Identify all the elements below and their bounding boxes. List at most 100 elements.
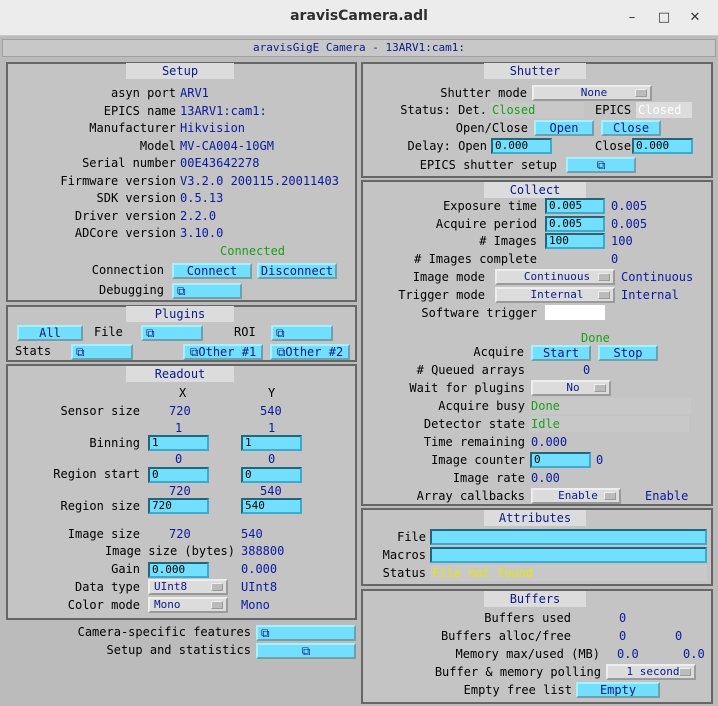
detector-state-label: Detector state	[423, 417, 525, 431]
other1-plugin-button[interactable]: ⧉Other #1	[183, 344, 263, 360]
num-images-label: # Images	[479, 234, 537, 248]
minimize-button[interactable]: –	[628, 10, 636, 25]
attributes-macros-input[interactable]	[430, 547, 707, 563]
shutter-close-button[interactable]: Close	[601, 120, 661, 136]
setup-title: Setup	[126, 63, 234, 79]
other2-plugin-button[interactable]: ⧉Other #2	[270, 344, 350, 360]
software-trigger-button[interactable]	[545, 305, 605, 320]
region-start-y-input[interactable]: 0	[241, 467, 302, 483]
empty-free-list-button[interactable]: Empty	[576, 682, 660, 698]
acquire-stop-button[interactable]: Stop	[598, 345, 658, 361]
images-complete-label: # Images complete	[414, 252, 537, 266]
shutter-mode-select[interactable]: None	[532, 85, 652, 101]
color-mode-selected: Mono	[154, 598, 181, 611]
connect-button[interactable]: Connect	[172, 263, 252, 279]
file-plugin-label: File	[94, 325, 123, 339]
array-callbacks-select[interactable]: Enable	[531, 488, 621, 504]
setup-value: 0.5.13	[180, 191, 224, 205]
region-start-x-input[interactable]: 0	[148, 467, 209, 483]
data-type-label: Data type	[74, 580, 140, 594]
stats-plugin-label: Stats	[15, 344, 52, 358]
stats-plugin-button[interactable]: ⧉	[71, 344, 133, 360]
shutter-det-status: Closed	[490, 102, 584, 118]
dropdown-arrow-icon	[604, 492, 616, 500]
shutter-mode-label: Shutter mode	[440, 86, 527, 100]
wait-plugins-label: Wait for plugins	[409, 381, 525, 395]
image-size-label: Image size	[67, 527, 140, 541]
acquire-status: Done	[581, 331, 610, 345]
attributes-file-input[interactable]	[430, 529, 707, 545]
gain-label: Gain	[111, 562, 140, 576]
close-window-button[interactable]: ✕	[689, 10, 701, 25]
delay-open-label: Delay: Open	[407, 139, 487, 153]
images-complete-readback: 0	[611, 252, 619, 266]
setup-label: ADCore version	[74, 226, 176, 240]
sensor-size-y: 540	[260, 404, 282, 418]
wait-plugins-select[interactable]: No	[531, 380, 611, 396]
gain-readback: 0.000	[241, 562, 278, 576]
region-size-y-input[interactable]: 540	[241, 498, 302, 514]
delay-close-input[interactable]: 0.000	[632, 138, 693, 154]
region-size-y-readback: 540	[260, 484, 282, 498]
trigger-mode-select[interactable]: Internal	[495, 287, 615, 303]
acquire-label: Acquire	[473, 345, 524, 359]
gain-input[interactable]: 0.000	[148, 562, 209, 578]
roi-plugin-button[interactable]: ⧉	[271, 325, 333, 341]
window-title: aravisCamera.adl	[290, 8, 428, 24]
all-plugins-button[interactable]: All	[17, 325, 83, 341]
setup-stats-button[interactable]: ⧉	[256, 643, 356, 659]
camera-features-label: Camera-specific features	[77, 625, 251, 639]
buffers-alloc-readback: 0	[619, 629, 627, 643]
time-remaining-readback: 0.000	[531, 435, 568, 449]
epics-shutter-setup-label: EPICS shutter setup	[419, 158, 557, 172]
attributes-file-label: File	[397, 530, 426, 544]
delay-open-input[interactable]: 0.000	[491, 138, 552, 154]
debugging-menu-button[interactable]: ⧉	[172, 283, 242, 299]
region-size-x-input[interactable]: 720	[148, 498, 209, 514]
binning-x-input[interactable]: 1	[148, 435, 209, 451]
exposure-input[interactable]: 0.005	[545, 198, 605, 214]
binning-y-input[interactable]: 1	[241, 435, 302, 451]
setup-label: Serial number	[82, 156, 176, 170]
setup-label: Manufacturer	[89, 121, 176, 135]
acquire-period-readback: 0.005	[611, 217, 648, 231]
color-mode-select[interactable]: Mono	[148, 597, 228, 613]
file-plugin-button[interactable]: ⧉	[141, 325, 203, 341]
attributes-status-readback: File not found	[430, 565, 707, 581]
setup-value: MV-CA004-10GM	[180, 139, 274, 153]
image-size-bytes-label: Image size (bytes)	[104, 544, 235, 558]
trigger-mode-selected: Internal	[530, 288, 584, 301]
image-counter-label: Image counter	[431, 453, 525, 467]
camera-header: aravisGigE Camera - 13ARV1:cam1:	[253, 41, 465, 54]
array-callbacks-selected: Enable	[558, 489, 598, 502]
image-counter-input[interactable]: 0	[530, 452, 591, 468]
acquire-busy-label: Acquire busy	[438, 399, 525, 413]
region-size-label: Region size	[60, 499, 140, 513]
acquire-period-input[interactable]: 0.005	[545, 216, 605, 232]
image-mode-select[interactable]: Continuous	[495, 269, 615, 285]
polling-selected: 1 second	[626, 665, 680, 678]
acquire-period-label: Acquire period	[435, 217, 537, 231]
maximize-button[interactable]: □	[657, 10, 671, 25]
setup-label: Model	[139, 139, 176, 153]
epics-label: EPICS	[595, 103, 632, 117]
polling-select[interactable]: 1 second	[606, 664, 696, 680]
sensor-size-x: 720	[169, 404, 191, 418]
buffers-used-label: Buffers used	[484, 611, 571, 625]
shutter-status-label: Status: Det.	[400, 103, 487, 117]
exposure-label: Exposure time	[443, 199, 537, 213]
connection-label: Connection	[91, 263, 164, 277]
setup-value: 3.10.0	[180, 226, 224, 240]
num-images-input[interactable]: 100	[545, 233, 605, 249]
buffers-title: Buffers	[484, 591, 586, 607]
image-counter-readback: 0	[596, 453, 604, 467]
epics-shutter-setup-button[interactable]: ⧉	[566, 157, 636, 173]
acquire-start-button[interactable]: Start	[531, 345, 591, 361]
dropdown-arrow-icon	[598, 273, 610, 281]
header-bar	[2, 39, 716, 57]
data-type-select[interactable]: UInt8	[148, 579, 228, 595]
camera-features-button[interactable]: ⧉	[256, 625, 356, 641]
debugging-label: Debugging	[98, 283, 164, 297]
disconnect-button[interactable]: Disconnect	[257, 263, 337, 279]
shutter-open-button[interactable]: Open	[534, 120, 594, 136]
